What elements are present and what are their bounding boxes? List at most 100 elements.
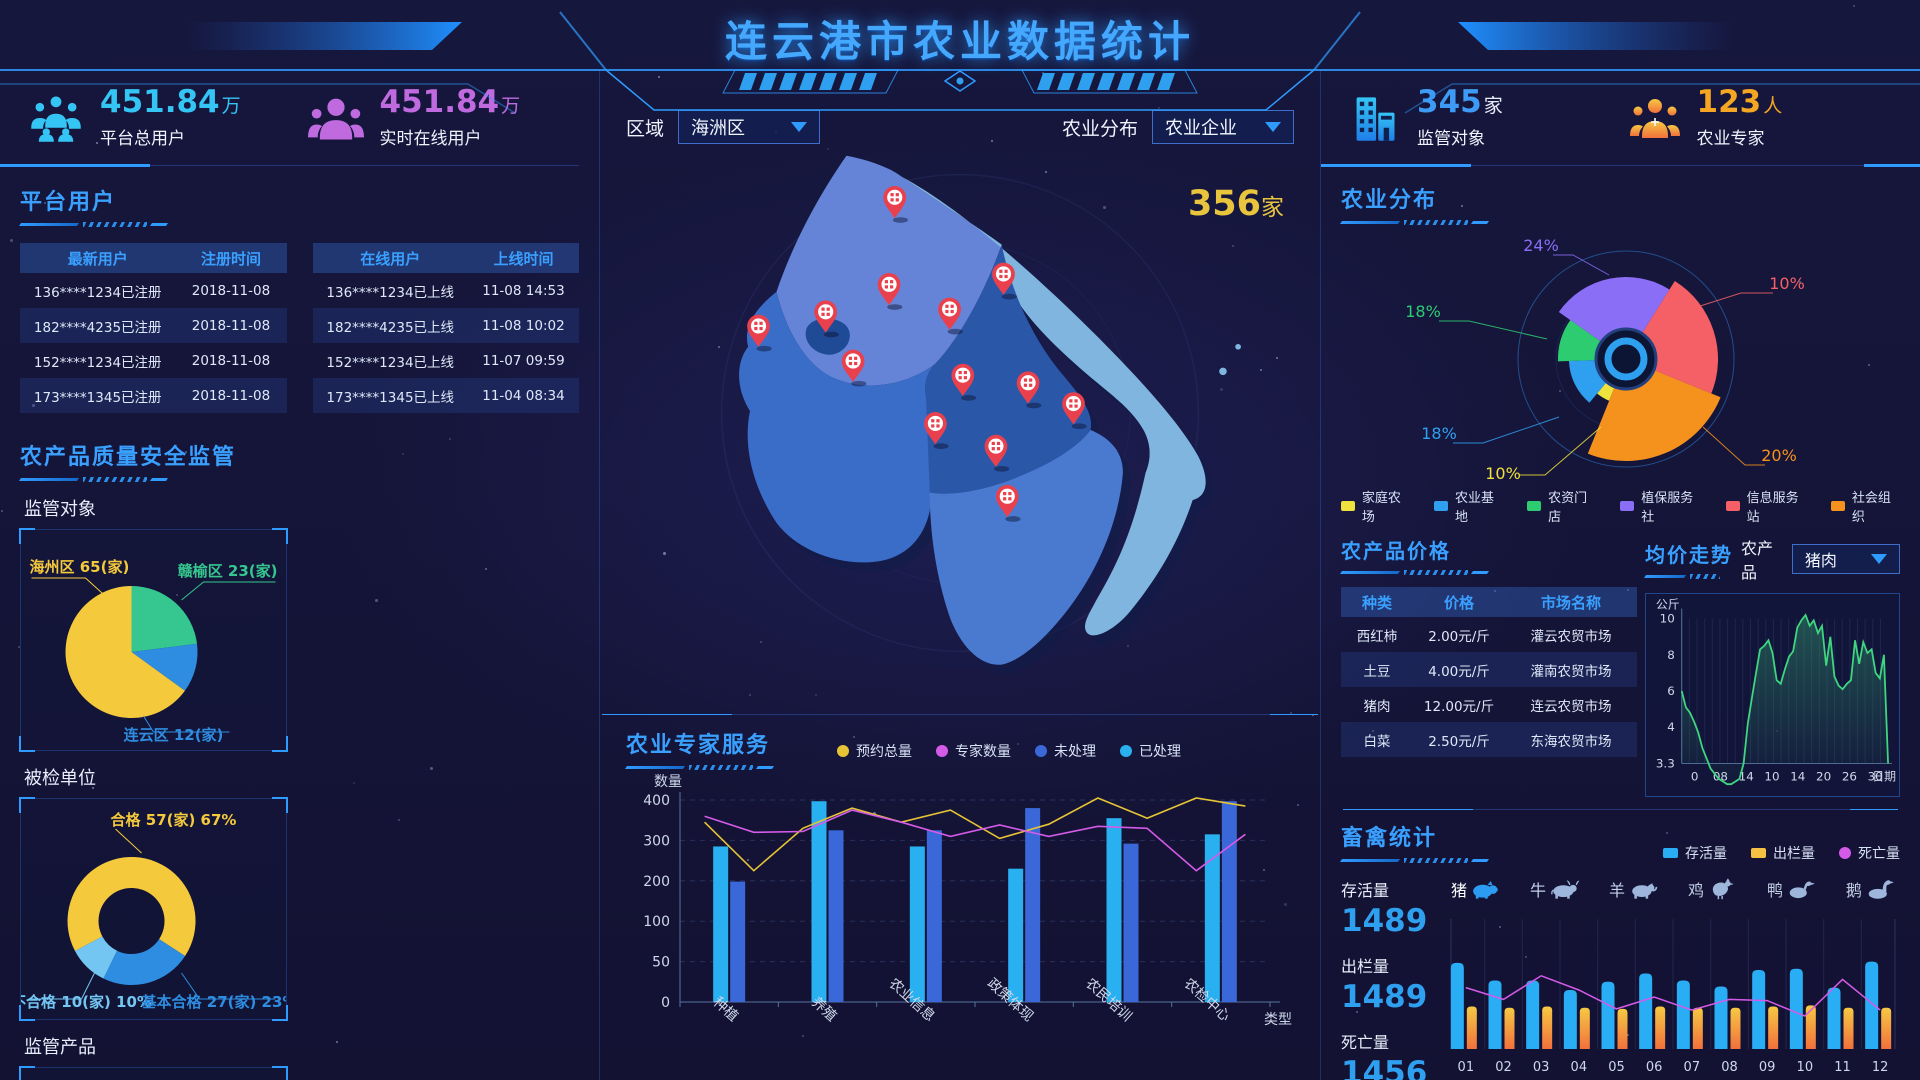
animal-tab-猪[interactable]: 猪: [1451, 877, 1501, 901]
region-dropdown-value: 海洲区: [691, 114, 745, 140]
legend-item[interactable]: 预约总量: [837, 741, 912, 761]
animal-tab-鸭[interactable]: 鸭: [1767, 877, 1817, 901]
table-row: 182****4235已注册 2018-11-08: [20, 308, 287, 343]
table-row: 136****1234已注册 2018-11-08: [20, 273, 287, 308]
register-users-table: 最新用户 注册时间 136****1234已注册 2018-11-08 182****4…: [20, 243, 287, 413]
column-header: 市场名称: [1505, 592, 1637, 613]
table-cell: 土豆: [1341, 660, 1413, 680]
legend-swatch: [1839, 847, 1851, 859]
legend-item[interactable]: 社会组织: [1831, 487, 1900, 525]
table-row: 土豆 4.00元/斤 灌南农贸市场: [1341, 652, 1637, 687]
table-row: 182****4235已上线 11-08 10:02: [313, 308, 580, 343]
table-cell: 136****1234已注册: [20, 281, 175, 301]
animal-name: 鸡: [1688, 877, 1704, 901]
svg-text:4: 4: [1667, 720, 1675, 734]
pie-title-supervision-products: 监管产品: [24, 1033, 287, 1059]
animal-tab-鸡[interactable]: 鸡: [1688, 877, 1738, 901]
city-map[interactable]: [610, 148, 1310, 678]
table-cell: 2018-11-08: [175, 388, 286, 404]
legend-label: 农资门店: [1548, 487, 1596, 525]
inspected-units-chart-box: 合格 57(家) 67% 不合格 10(家) 10% 基本合格 27(家) 23%: [20, 798, 287, 1020]
legend-item[interactable]: 未处理: [1035, 741, 1096, 761]
animal-name: 羊: [1609, 877, 1625, 901]
section-title-product-prices: 农产品价格: [1341, 535, 1637, 564]
legend-swatch: [1831, 501, 1845, 511]
legend-label: 专家数量: [955, 741, 1011, 761]
title-underline-decoration: [20, 221, 579, 227]
agri-distribution-legend: 家庭农场 农业基地 农资门店 植保服务社 信息服务站 社会组织: [1341, 487, 1900, 525]
svg-text:02: 02: [1495, 1060, 1512, 1075]
legend-swatch: [1751, 848, 1766, 858]
svg-text:基本合格 27(家) 23%: 基本合格 27(家) 23%: [141, 993, 286, 1011]
title-underline-decoration: [1341, 569, 1637, 575]
enterprise-count-badge: 356家: [1188, 184, 1284, 224]
legend-item[interactable]: 专家数量: [936, 741, 1011, 761]
table-row: 173****1345已上线 11-04 08:34: [313, 378, 580, 413]
animal-tab-牛[interactable]: 牛: [1530, 877, 1580, 901]
stat-label: 农业专家: [1697, 124, 1783, 149]
svg-text:20: 20: [1816, 769, 1831, 783]
legend-label: 存活量: [1685, 843, 1727, 863]
legend-item[interactable]: 家庭农场: [1341, 487, 1410, 525]
animal-icon: [1550, 877, 1580, 901]
svg-text:10%: 10%: [1485, 464, 1521, 483]
legend-item[interactable]: 信息服务站: [1726, 487, 1807, 525]
table-row: 152****1234已注册 2018-11-08: [20, 343, 287, 378]
svg-text:类型: 类型: [1264, 1012, 1292, 1028]
svg-text:海州区 65(家): 海州区 65(家): [30, 558, 130, 576]
section-title-livestock: 畜禽统计: [1341, 820, 1488, 852]
svg-text:01: 01: [1458, 1060, 1475, 1075]
animal-tab-鹅[interactable]: 鹅: [1846, 877, 1896, 901]
legend-item[interactable]: 农资门店: [1527, 487, 1596, 525]
product-price-table: 种类 价格 市场名称 西红柿 2.00元/斤 灌云农贸市场 土豆 4.00元/斤 灌南农贸市场猪…: [1341, 587, 1637, 757]
legend-item[interactable]: 出栏量: [1751, 843, 1815, 863]
expert-service-chart: 050100200300400数量类型种植 养殖 农业信息 政策体现 农民培训 农检中心: [624, 770, 1296, 1070]
table-cell: 11-04 08:34: [468, 388, 579, 404]
table-header-row: 种类 价格 市场名称: [1341, 587, 1637, 617]
legend-item[interactable]: 农业基地: [1434, 487, 1503, 525]
distribution-label: 农业分布: [1062, 114, 1138, 141]
svg-text:24%: 24%: [1523, 236, 1559, 255]
chevron-down-icon: [791, 122, 807, 132]
table-row: 173****1345已注册 2018-11-08: [20, 378, 287, 413]
animal-tab-羊[interactable]: 羊: [1609, 877, 1659, 901]
legend-label: 出栏量: [1773, 843, 1815, 863]
center-panel: 区域 海洲区 农业分布 农业企业 356家: [600, 70, 1320, 1080]
section-title-quality-supervision: 农产品质量安全监管: [20, 439, 579, 471]
svg-text:11: 11: [1834, 1060, 1851, 1075]
svg-text:20%: 20%: [1761, 446, 1797, 465]
svg-text:50: 50: [652, 955, 670, 971]
livestock-stat: 出栏量 1489: [1341, 953, 1447, 1015]
column-header: 注册时间: [175, 248, 286, 269]
svg-text:10: 10: [1797, 1060, 1814, 1075]
legend-dot: [936, 745, 948, 757]
distribution-dropdown[interactable]: 农业企业: [1152, 110, 1294, 144]
right-panel: 345 家 监管对象: [1320, 70, 1920, 1080]
svg-text:18%: 18%: [1405, 302, 1441, 321]
table-cell: 182****4235已注册: [20, 316, 175, 336]
product-dropdown[interactable]: 猪肉: [1792, 544, 1900, 574]
svg-text:10: 10: [1764, 769, 1779, 783]
svg-text:不合格 10(家) 10%: 不合格 10(家) 10%: [21, 993, 152, 1011]
supervision-objects-chart-box: 海州区 65(家) 赣榆区 23(家) 连云区 12(家): [20, 529, 287, 751]
svg-text:100: 100: [643, 914, 670, 930]
livestock-chart: 01 02 03 04 05 06 07 08 09 10 11 12: [1447, 911, 1899, 1080]
legend-label: 家庭农场: [1362, 487, 1410, 525]
legend-label: 农业基地: [1455, 487, 1503, 525]
livestock-stat-value: 1489: [1341, 979, 1447, 1015]
animal-icon: [1787, 877, 1817, 901]
svg-text:400: 400: [643, 793, 670, 809]
legend-item[interactable]: 死亡量: [1839, 843, 1900, 863]
legend-item[interactable]: 植保服务社: [1620, 487, 1701, 525]
legend-item[interactable]: 存活量: [1663, 843, 1727, 863]
region-dropdown[interactable]: 海洲区: [678, 110, 820, 144]
legend-item[interactable]: 已处理: [1120, 741, 1181, 761]
svg-text:09: 09: [1759, 1060, 1776, 1075]
section-title-expert-service: 农业专家服务: [626, 727, 773, 759]
section-divider: [602, 714, 1318, 715]
table-cell: 2018-11-08: [175, 318, 286, 334]
table-cell: 灌南农贸市场: [1505, 660, 1637, 680]
legend-label: 植保服务社: [1641, 487, 1701, 525]
table-header-row: 在线用户 上线时间: [313, 243, 580, 273]
page-title: 连云港市农业数据统计: [0, 8, 1920, 69]
